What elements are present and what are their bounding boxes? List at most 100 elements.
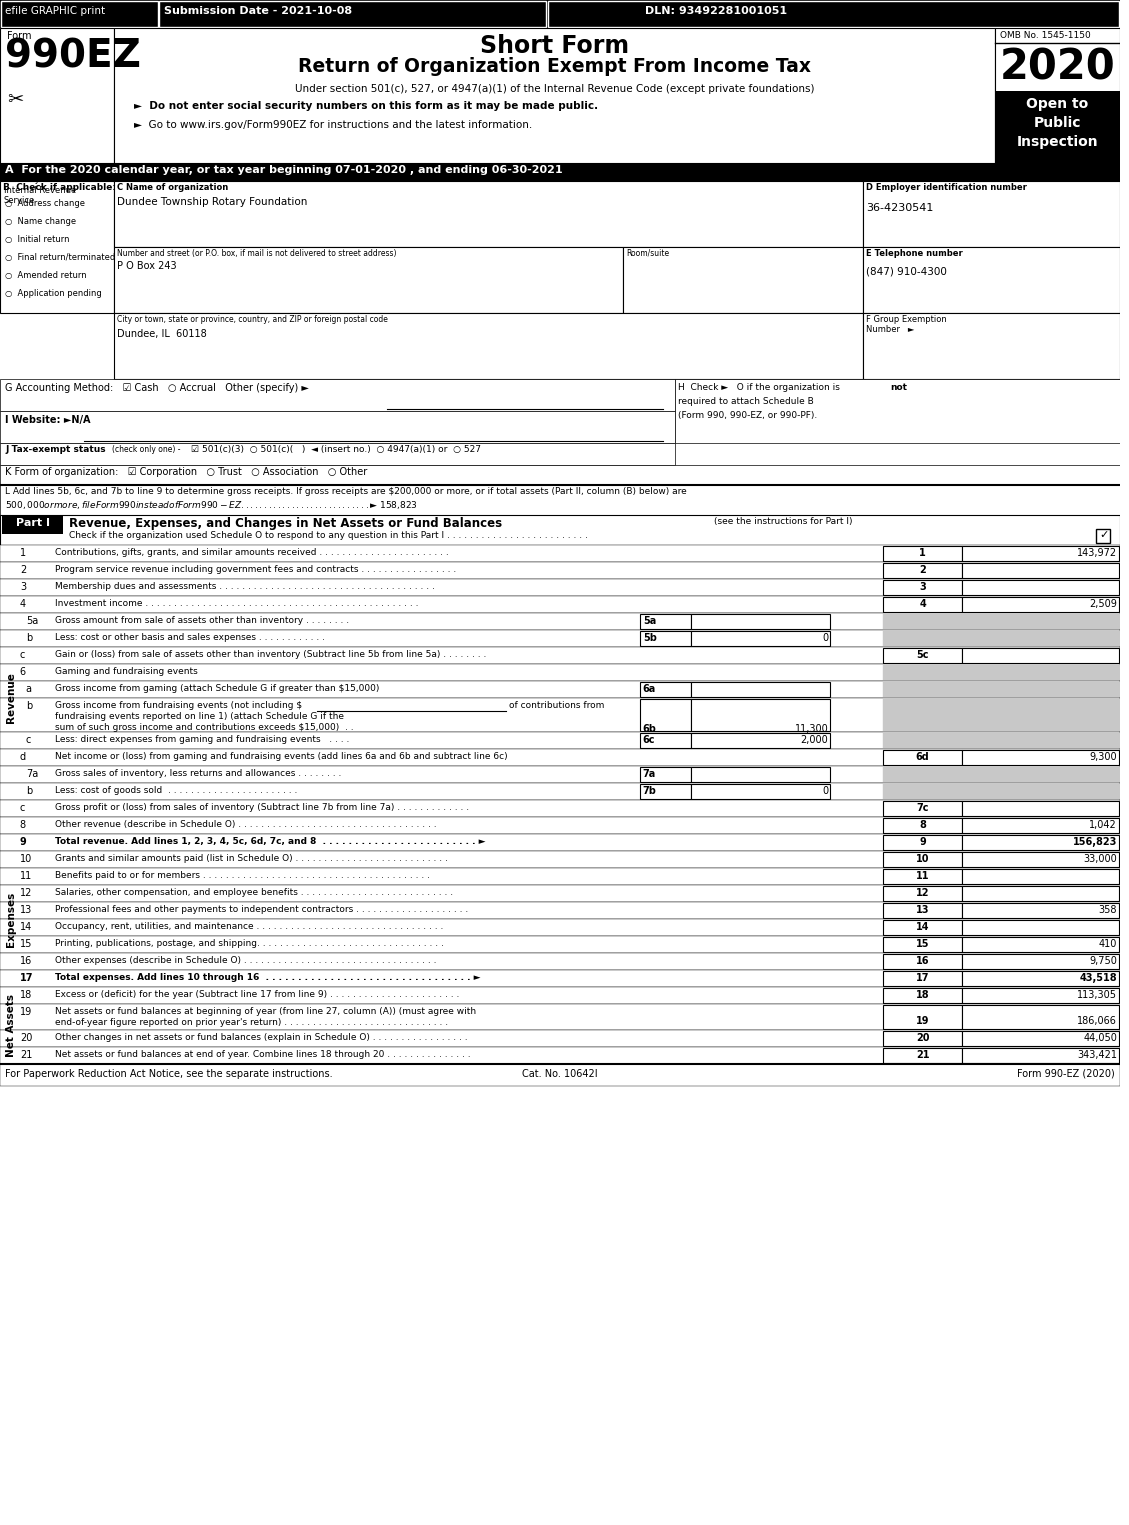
Bar <box>962 886 1119 901</box>
Text: Public: Public <box>1034 116 1082 130</box>
Text: ✓: ✓ <box>1100 531 1109 540</box>
Bar <box>0 163 114 214</box>
Text: E Telephone number: E Telephone number <box>866 249 963 258</box>
Bar <box>0 412 674 442</box>
Bar <box>0 901 1120 920</box>
Text: Net assets or fund balances at end of year. Combine lines 18 through 20 . . . . : Net assets or fund balances at end of ye… <box>54 1051 470 1058</box>
Text: ○  Name change: ○ Name change <box>5 217 76 226</box>
Bar <box>159 2 545 27</box>
Bar <box>962 801 1119 816</box>
Bar <box>995 27 1120 163</box>
Text: 43,518: 43,518 <box>1079 973 1117 984</box>
Text: 5c: 5c <box>917 650 929 660</box>
Text: not: not <box>890 383 907 392</box>
Text: 21: 21 <box>20 1051 33 1060</box>
Text: 358: 358 <box>1099 904 1117 915</box>
Text: 17: 17 <box>20 973 34 984</box>
Text: F Group Exemption
Number   ►: F Group Exemption Number ► <box>866 316 947 334</box>
Bar <box>674 380 1120 442</box>
Text: Revenue: Revenue <box>6 673 16 723</box>
Bar <box>0 851 1120 868</box>
Text: d: d <box>20 752 26 762</box>
Text: 990EZ: 990EZ <box>5 38 141 76</box>
Bar <box>114 247 623 313</box>
Text: J Tax-exempt status: J Tax-exempt status <box>5 445 106 454</box>
Bar <box>0 834 1120 851</box>
Bar <box>0 884 1120 901</box>
Bar <box>883 615 1120 628</box>
Bar <box>883 971 962 987</box>
Text: Other changes in net assets or fund balances (explain in Schedule O) . . . . . .: Other changes in net assets or fund bala… <box>54 1032 467 1042</box>
Text: 5a: 5a <box>642 616 656 625</box>
Bar <box>640 631 691 647</box>
Text: 9,300: 9,300 <box>1089 752 1117 762</box>
Text: c: c <box>20 650 25 660</box>
Bar <box>640 615 691 628</box>
Text: 18: 18 <box>20 990 32 1000</box>
Text: C Name of organization: C Name of organization <box>117 183 228 192</box>
Text: 36-4230541: 36-4230541 <box>866 203 934 214</box>
Bar <box>0 801 1120 817</box>
Text: 15: 15 <box>916 939 929 949</box>
Bar <box>0 580 1120 596</box>
Bar <box>640 698 691 730</box>
Bar <box>962 852 1119 868</box>
Bar <box>962 971 1119 987</box>
Bar <box>0 465 1120 485</box>
Text: 19: 19 <box>916 1016 929 1026</box>
Text: c: c <box>20 804 25 813</box>
Text: (Form 990, 990-EZ, or 990-PF).: (Form 990, 990-EZ, or 990-PF). <box>677 412 816 419</box>
Text: Gross profit or (loss) from sales of inventory (Subtract line 7b from line 7a) .: Gross profit or (loss) from sales of inv… <box>54 804 469 811</box>
Bar <box>0 698 1120 732</box>
Text: H  Check ►   O if the organization is: H Check ► O if the organization is <box>677 383 842 392</box>
Text: Professional fees and other payments to independent contractors . . . . . . . . : Professional fees and other payments to … <box>54 904 467 913</box>
Bar <box>114 27 995 163</box>
Text: I Website: ►N/A: I Website: ►N/A <box>5 415 90 425</box>
Bar <box>640 734 691 747</box>
Bar <box>1 2 158 27</box>
Text: 0: 0 <box>822 785 829 796</box>
Text: For Paperwork Reduction Act Notice, see the separate instructions.: For Paperwork Reduction Act Notice, see … <box>5 1069 333 1080</box>
Text: Dundee, IL  60118: Dundee, IL 60118 <box>117 329 207 339</box>
Text: 2: 2 <box>20 564 26 575</box>
Text: 11: 11 <box>20 871 32 881</box>
Text: D Employer identification number: D Employer identification number <box>866 183 1027 192</box>
Text: Gain or (loss) from sale of assets other than inventory (Subtract line 5b from l: Gain or (loss) from sale of assets other… <box>54 650 485 659</box>
Text: 11: 11 <box>916 871 929 881</box>
Text: required to attach Schedule B: required to attach Schedule B <box>677 396 813 406</box>
Bar <box>883 936 962 952</box>
Bar <box>0 868 1120 884</box>
Text: Other revenue (describe in Schedule O) . . . . . . . . . . . . . . . . . . . . .: Other revenue (describe in Schedule O) .… <box>54 820 436 830</box>
Text: Total expenses. Add lines 10 through 16  . . . . . . . . . . . . . . . . . . . .: Total expenses. Add lines 10 through 16 … <box>54 973 480 982</box>
Bar <box>863 313 1120 380</box>
Text: 0: 0 <box>822 633 829 644</box>
Text: 186,066: 186,066 <box>1077 1016 1117 1026</box>
Text: ○  Initial return: ○ Initial return <box>5 235 70 244</box>
Bar <box>0 647 1120 663</box>
Text: Net income or (loss) from gaming and fundraising events (add lines 6a and 6b and: Net income or (loss) from gaming and fun… <box>54 752 507 761</box>
Bar <box>883 920 962 935</box>
Bar <box>883 817 962 833</box>
Text: Benefits paid to or for members . . . . . . . . . . . . . . . . . . . . . . . . : Benefits paid to or for members . . . . … <box>54 871 429 880</box>
Text: Open to: Open to <box>1026 98 1088 111</box>
Text: 6c: 6c <box>642 735 655 746</box>
Text: 7a: 7a <box>642 769 656 779</box>
Text: 4: 4 <box>20 599 26 608</box>
Text: 15: 15 <box>20 939 33 949</box>
Text: L Add lines 5b, 6c, and 7b to line 9 to determine gross receipts. If gross recei: L Add lines 5b, 6c, and 7b to line 9 to … <box>5 486 686 496</box>
Text: Printing, publications, postage, and shipping. . . . . . . . . . . . . . . . . .: Printing, publications, postage, and shi… <box>54 939 444 949</box>
Text: 5b: 5b <box>642 633 657 644</box>
Text: Less: cost of goods sold  . . . . . . . . . . . . . . . . . . . . . . .: Less: cost of goods sold . . . . . . . .… <box>54 785 297 795</box>
Bar <box>883 563 962 578</box>
Bar <box>883 1005 962 1029</box>
Text: sum of such gross income and contributions exceeds $15,000)  . .: sum of such gross income and contributio… <box>54 723 353 732</box>
Bar <box>962 596 1119 612</box>
Bar <box>691 682 830 697</box>
Text: 11,300: 11,300 <box>795 724 829 734</box>
Text: Salaries, other compensation, and employee benefits . . . . . . . . . . . . . . : Salaries, other compensation, and employ… <box>54 888 453 897</box>
Bar <box>640 767 691 782</box>
Bar <box>0 1003 1120 1029</box>
Text: Net assets or fund balances at beginning of year (from line 27, column (A)) (mus: Net assets or fund balances at beginning… <box>54 1006 475 1016</box>
Text: Program service revenue including government fees and contracts . . . . . . . . : Program service revenue including govern… <box>54 564 456 573</box>
Text: 343,421: 343,421 <box>1077 1051 1117 1060</box>
